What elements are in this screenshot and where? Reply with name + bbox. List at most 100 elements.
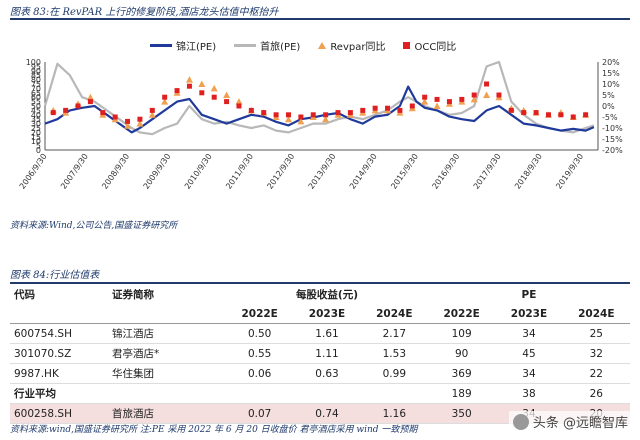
cell-value: 1.11 bbox=[293, 343, 361, 364]
occ-point bbox=[558, 112, 564, 118]
revpar-point bbox=[86, 93, 94, 101]
cell-value: 0.50 bbox=[226, 323, 294, 344]
cell-value: 0.63 bbox=[293, 363, 361, 384]
occ-point bbox=[484, 81, 490, 87]
occ-point bbox=[583, 112, 589, 118]
cell-value: 2.17 bbox=[360, 323, 428, 344]
table-row: 301070.SZ 君亭酒店* 0.55 1.11 1.53 90 45 32 bbox=[10, 343, 630, 364]
y-left-tick-label: 20 bbox=[31, 128, 41, 137]
occ-point bbox=[174, 88, 180, 94]
occ-point bbox=[434, 96, 440, 102]
cell-value: 34 bbox=[495, 363, 563, 384]
occ-point bbox=[211, 94, 217, 100]
occ-point bbox=[323, 112, 329, 118]
occ-point bbox=[521, 110, 527, 116]
occ-point bbox=[273, 112, 279, 118]
occ-point bbox=[496, 92, 502, 98]
occ-point bbox=[533, 110, 539, 116]
cell-code: 600258.SH bbox=[10, 403, 108, 424]
occ-point bbox=[248, 107, 254, 113]
legend-line-icon bbox=[234, 44, 257, 47]
cell-value: 34 bbox=[495, 323, 563, 344]
cell-value: 1.53 bbox=[360, 343, 428, 364]
cell-value: 22 bbox=[562, 363, 630, 384]
y-right-tick-label: -20% bbox=[602, 146, 623, 155]
occ-point bbox=[87, 99, 93, 105]
occ-point bbox=[285, 112, 291, 118]
occ-point bbox=[236, 103, 242, 109]
y-left-tick-label: 65 bbox=[31, 89, 41, 98]
occ-point bbox=[112, 114, 118, 120]
year-cell: 2023E bbox=[495, 304, 563, 324]
header-eps: 每股收益(元) bbox=[295, 289, 359, 301]
y-left-tick-label: 95 bbox=[31, 62, 41, 71]
x-tick-label: 2016/9/30 bbox=[430, 152, 461, 191]
occ-point bbox=[298, 114, 304, 120]
legend-square-icon bbox=[403, 42, 411, 49]
header-pe: PE bbox=[521, 288, 537, 301]
revpar-point bbox=[470, 95, 478, 103]
x-tick-label: 2012/9/30 bbox=[265, 152, 296, 191]
cell-code: 301070.SZ bbox=[10, 343, 108, 364]
revpar-point bbox=[284, 115, 292, 123]
revpar-point bbox=[210, 84, 218, 92]
revpar-point bbox=[235, 98, 243, 105]
cell-value: 32 bbox=[562, 343, 630, 364]
x-tick-label: 2006/9/30 bbox=[18, 152, 49, 191]
x-tick-label: 2014/9/30 bbox=[348, 152, 379, 191]
revpar-point bbox=[421, 98, 429, 105]
y-left-tick-label: 55 bbox=[31, 98, 41, 107]
revpar-point bbox=[433, 102, 441, 109]
y-left-tick-label: 15 bbox=[31, 133, 41, 142]
occ-point bbox=[261, 110, 267, 116]
y-left-tick-label: 25 bbox=[31, 124, 41, 133]
figure-84-source: 资料来源:wind,国盛证券研究所 注:PE 采用 2022 年 6 月 20 … bbox=[10, 425, 418, 435]
occ-point bbox=[360, 107, 366, 113]
table-row: 9987.HK 华住集团 0.06 0.63 0.99 369 34 22 bbox=[10, 363, 630, 384]
y-right-tick-label: 10% bbox=[602, 80, 620, 89]
occ-point bbox=[372, 105, 378, 111]
revpar-point bbox=[136, 120, 144, 127]
x-tick-label: 2010/9/30 bbox=[183, 152, 214, 191]
occ-point bbox=[75, 103, 81, 109]
occ-point bbox=[335, 110, 341, 116]
header-code: 代码 bbox=[14, 289, 35, 301]
cell-value: 25 bbox=[562, 323, 630, 344]
year-cell: 2023E bbox=[293, 304, 361, 324]
occ-point bbox=[409, 103, 415, 109]
table-top-rule bbox=[10, 282, 630, 284]
y-left-tick-label: 75 bbox=[31, 80, 41, 89]
legend-shoulv: 首旅(PE) bbox=[234, 38, 300, 53]
y-left-tick-label: 45 bbox=[31, 106, 41, 115]
cell-name: 君亭酒店* bbox=[108, 343, 226, 364]
occ-point bbox=[545, 112, 551, 118]
y-right-tick-label: -15% bbox=[602, 135, 623, 144]
occ-point bbox=[385, 105, 391, 111]
table-header-row: 代码 证券简称 每股收益(元) PE bbox=[10, 285, 630, 304]
occ-point bbox=[224, 99, 230, 105]
legend-occ: OCC同比 bbox=[403, 38, 456, 53]
occ-point bbox=[199, 90, 205, 96]
legend-triangle-icon bbox=[318, 42, 327, 49]
x-tick-label: 2017/9/30 bbox=[472, 152, 503, 191]
revpar-point bbox=[148, 111, 156, 118]
revpar-point bbox=[198, 80, 206, 87]
figure-83-source: 资料来源:Wind,公司公告,国盛证券研究所 bbox=[10, 221, 178, 231]
cell-label: 行业平均 bbox=[10, 383, 226, 404]
y-left-tick-label: 100 bbox=[26, 58, 41, 67]
cell-code: 600754.SH bbox=[10, 323, 108, 344]
year-cell: 2022E bbox=[427, 304, 496, 324]
cell-value: 45 bbox=[495, 343, 563, 364]
cell-value: 0.74 bbox=[293, 403, 361, 424]
cell-value: 0.06 bbox=[226, 363, 294, 384]
y-right-tick-label: 20% bbox=[602, 58, 620, 67]
year-cell: 2024E bbox=[360, 304, 428, 324]
cell-value: 350 bbox=[427, 403, 496, 424]
legend-label: Revpar同比 bbox=[330, 42, 386, 53]
y-left-tick-label: 0 bbox=[36, 146, 41, 155]
revpar-point bbox=[297, 117, 305, 125]
occ-point bbox=[397, 107, 403, 113]
y-left-tick-label: 5 bbox=[36, 142, 41, 151]
cell-value: 0.07 bbox=[226, 403, 294, 424]
y-left-tick-label: 60 bbox=[31, 93, 41, 102]
